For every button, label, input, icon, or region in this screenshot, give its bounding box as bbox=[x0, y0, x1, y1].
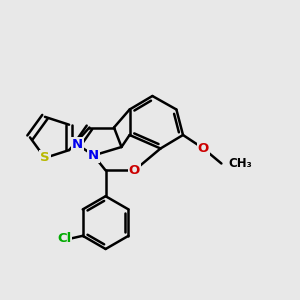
Text: O: O bbox=[129, 164, 140, 177]
Text: CH₃: CH₃ bbox=[228, 157, 252, 170]
Text: N: N bbox=[72, 138, 83, 151]
Text: Cl: Cl bbox=[57, 232, 71, 245]
Text: N: N bbox=[88, 149, 99, 162]
Text: O: O bbox=[198, 142, 209, 155]
Text: S: S bbox=[40, 152, 50, 164]
